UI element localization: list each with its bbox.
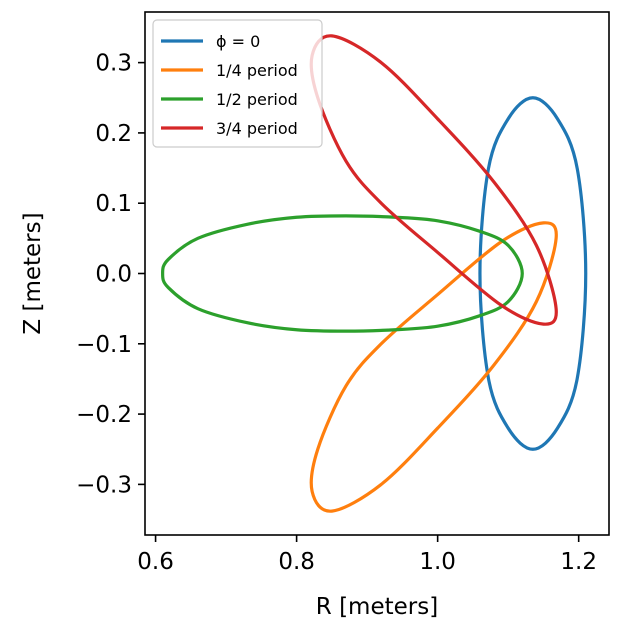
series-layer xyxy=(161,34,588,513)
series-line-1 xyxy=(309,221,558,513)
y-tick-label: −0.1 xyxy=(76,332,132,358)
x-tick-label: 0.8 xyxy=(278,549,315,575)
y-tick-label: 0.1 xyxy=(95,191,132,217)
x-axis-label: R [meters] xyxy=(316,594,438,620)
legend-label-0: ϕ = 0 xyxy=(216,32,260,51)
y-ticks: −0.3 −0.2 −0.1 0.0 0.1 0.2 0.3 xyxy=(76,51,145,498)
y-axis-label: Z [meters] xyxy=(20,212,46,334)
y-tick-label: 0.2 xyxy=(95,121,132,147)
legend-box xyxy=(152,19,323,148)
y-tick-label: 0.3 xyxy=(95,51,132,77)
series-line-3 xyxy=(309,34,558,326)
y-tick-label: −0.3 xyxy=(76,472,132,498)
legend-label-1: 1/4 period xyxy=(216,61,298,80)
x-tick-label: 1.2 xyxy=(560,549,597,575)
x-tick-label: 1.0 xyxy=(419,549,456,575)
series-line-2 xyxy=(161,214,524,333)
series-line-0 xyxy=(478,96,588,451)
legend: ϕ = 0 1/4 period 1/2 period 3/4 period xyxy=(152,19,323,148)
legend-label-3: 3/4 period xyxy=(216,119,298,138)
y-tick-label: −0.2 xyxy=(76,402,132,428)
x-ticks: 0.6 0.8 1.0 1.2 xyxy=(137,535,597,575)
legend-label-2: 1/2 period xyxy=(216,90,298,109)
x-tick-label: 0.6 xyxy=(137,549,174,575)
y-tick-label: 0.0 xyxy=(95,262,132,288)
